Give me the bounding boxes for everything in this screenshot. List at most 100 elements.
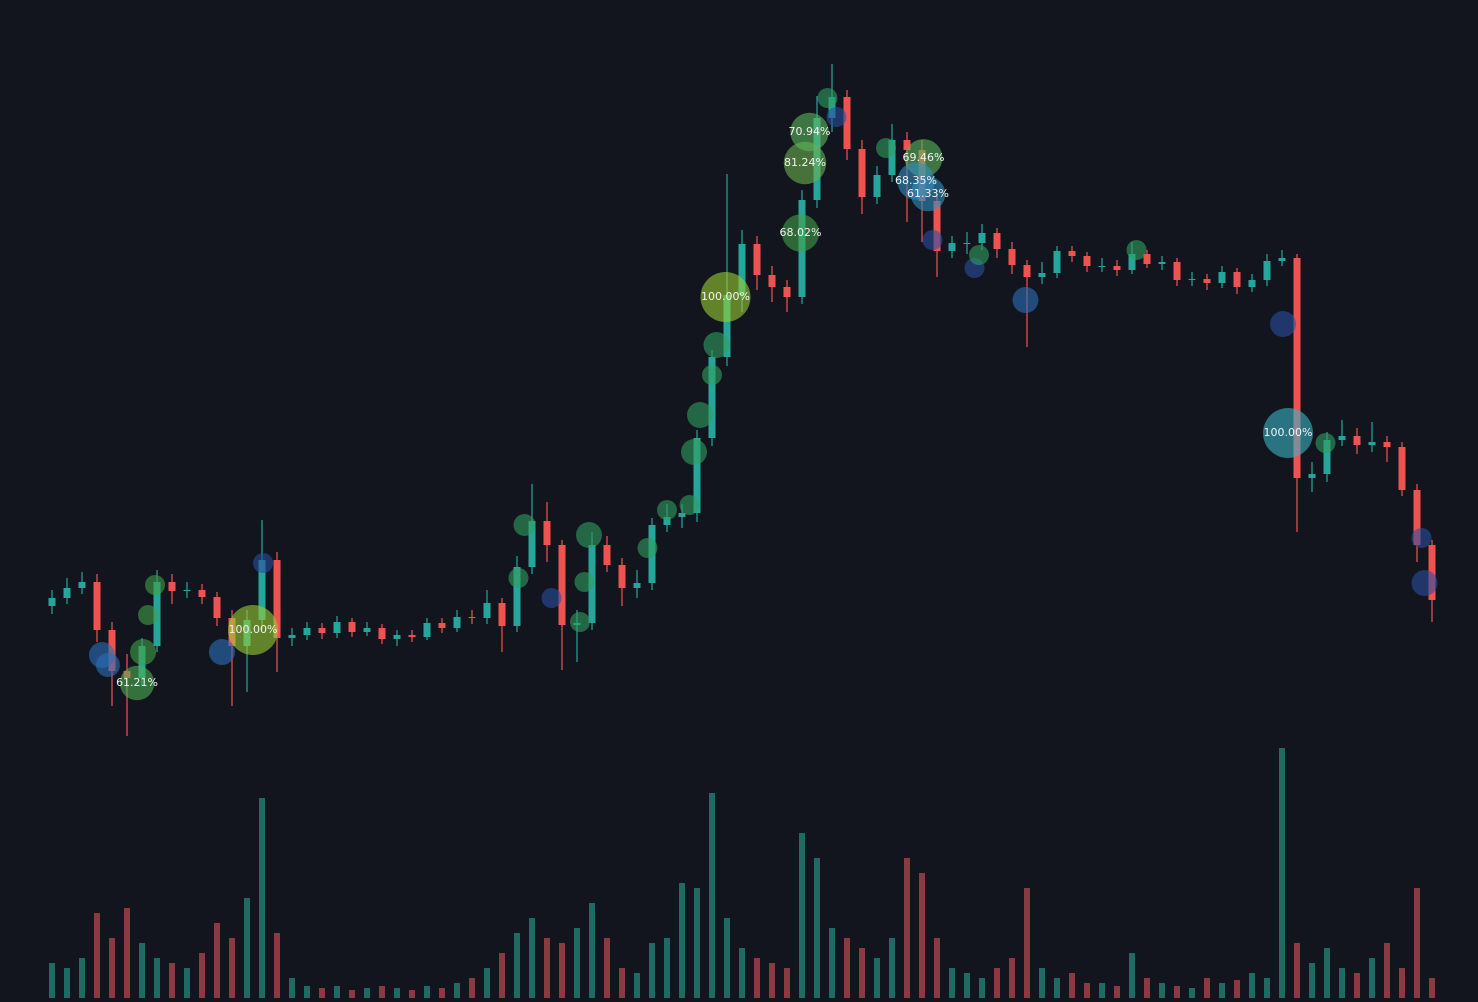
candle-body (1023, 265, 1031, 277)
volume-bar (439, 988, 445, 998)
signal-bubble (513, 514, 536, 536)
volume-bar (1249, 973, 1255, 998)
candle-body (1128, 254, 1136, 270)
candle-body (1308, 474, 1316, 478)
volume-bar (1069, 973, 1075, 998)
volume-bar (409, 990, 415, 998)
volume-bar (724, 918, 730, 998)
volume-bar (304, 986, 310, 998)
volume-bar (934, 938, 940, 998)
volume-bar (214, 923, 220, 998)
volume-bar (1279, 748, 1285, 998)
volume-bar (319, 988, 325, 998)
volume-bar (919, 873, 925, 998)
candle-body (48, 598, 56, 606)
volume-bar (124, 908, 130, 998)
volume-bar (1219, 983, 1225, 998)
candle-body (1143, 254, 1151, 264)
signal-bubble (1263, 408, 1313, 458)
volume-bar (619, 968, 625, 998)
signal-bubble (145, 575, 166, 595)
volume-bar (1294, 943, 1300, 998)
candle-body (1248, 280, 1256, 287)
volume-bar (394, 988, 400, 998)
signal-bubble (541, 588, 562, 608)
candle-body (873, 175, 881, 197)
candle-body (1338, 436, 1346, 440)
volume-bar (79, 958, 85, 998)
candle-body (168, 582, 176, 591)
volume-bar (289, 978, 295, 998)
volume-bar (904, 858, 910, 998)
bubble-label: 100.00% (701, 290, 750, 303)
volume-bar (589, 903, 595, 998)
signal-bubble (1012, 287, 1039, 313)
candle-body (1353, 436, 1361, 445)
volume-bar (139, 943, 145, 998)
volume-bar (1144, 978, 1150, 998)
candle-body (1278, 258, 1286, 261)
volume-bar (664, 938, 670, 998)
signal-bubble (138, 605, 158, 625)
volume-bar (244, 898, 250, 998)
candle-body (843, 97, 851, 149)
signal-bubble (253, 553, 274, 573)
candle-body (1188, 279, 1196, 280)
signal-bubble (700, 272, 751, 322)
candle-body (1173, 262, 1181, 280)
bubble-label: 61.21% (116, 676, 158, 689)
candle-body (978, 233, 986, 243)
volume-bar (994, 968, 1000, 998)
signal-bubble (508, 568, 529, 588)
candle-body (558, 545, 566, 625)
candle-body (498, 603, 506, 626)
volume-bar (154, 958, 160, 998)
signal-bubble (703, 332, 730, 358)
signal-bubble (876, 138, 896, 158)
candle-body (258, 560, 266, 620)
candle-body (348, 622, 356, 632)
volume-bar (1099, 983, 1105, 998)
candle-body (513, 567, 521, 626)
bubble-label: 61.33% (907, 187, 949, 200)
candle-body (318, 628, 326, 633)
signal-bubble (637, 538, 658, 558)
volume-bar (1024, 888, 1030, 998)
bubble-label: 68.02% (780, 226, 822, 239)
volume-bar (49, 963, 55, 998)
signal-bubble (570, 612, 590, 632)
volume-bar (874, 958, 880, 998)
volume-bar (109, 938, 115, 998)
signal-bubble (576, 522, 602, 548)
candle-body (378, 628, 386, 639)
bubble-label: 100.00% (229, 623, 278, 636)
candle-body (63, 588, 71, 598)
volume-bar (799, 833, 805, 998)
signal-bubble (1270, 311, 1297, 337)
volume-bar (1384, 943, 1390, 998)
volume-bar (949, 968, 955, 998)
volume-bar (784, 968, 790, 998)
volume-bar (274, 933, 280, 998)
candle-body (948, 243, 956, 251)
volume-bar (814, 858, 820, 998)
signal-bubble (790, 112, 829, 152)
candle-body (1383, 442, 1391, 447)
candle-body (888, 140, 896, 175)
candle-body (1068, 251, 1076, 256)
signal-bubble (681, 439, 707, 465)
candle-body (723, 295, 731, 357)
candle-body (828, 97, 836, 118)
volume-bar (169, 963, 175, 998)
signal-bubble (781, 214, 820, 252)
candle-body (468, 617, 476, 618)
volume-bar (1399, 968, 1405, 998)
volume-bar (259, 798, 265, 998)
volume-bar (1189, 988, 1195, 998)
candle-body (783, 287, 791, 297)
signal-bubble (817, 88, 838, 108)
bubble-label: 100.00% (1264, 426, 1313, 439)
candle-body (93, 582, 101, 630)
volume-bar (1369, 958, 1375, 998)
candle-body (768, 275, 776, 287)
